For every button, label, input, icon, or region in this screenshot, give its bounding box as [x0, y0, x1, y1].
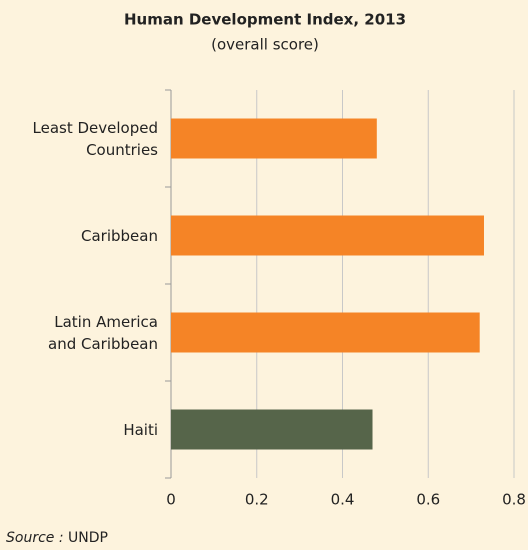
chart-title: Human Development Index, 2013: [124, 11, 406, 29]
bar: [171, 215, 484, 256]
y-tick-label: Latin America and Caribbean: [48, 312, 158, 353]
chart-subtitle: (overall score): [211, 36, 319, 54]
source-label: Source :: [6, 530, 64, 546]
x-tick-label: 0.4: [331, 491, 355, 509]
bar: [171, 312, 480, 353]
x-tick-label: 0.8: [502, 491, 526, 509]
y-tick-label: Least Developed Countries: [32, 118, 158, 159]
y-tick-label: Haiti: [123, 420, 158, 439]
x-tick-label: 0.6: [416, 491, 440, 509]
x-tick-label: 0.2: [245, 491, 269, 509]
y-tick-label: Caribbean: [81, 226, 158, 245]
bar: [171, 118, 377, 159]
source: Source : UNDP: [6, 530, 108, 546]
bar: [171, 409, 373, 450]
source-text: UNDP: [68, 530, 108, 546]
x-tick-label: 0: [166, 491, 176, 509]
